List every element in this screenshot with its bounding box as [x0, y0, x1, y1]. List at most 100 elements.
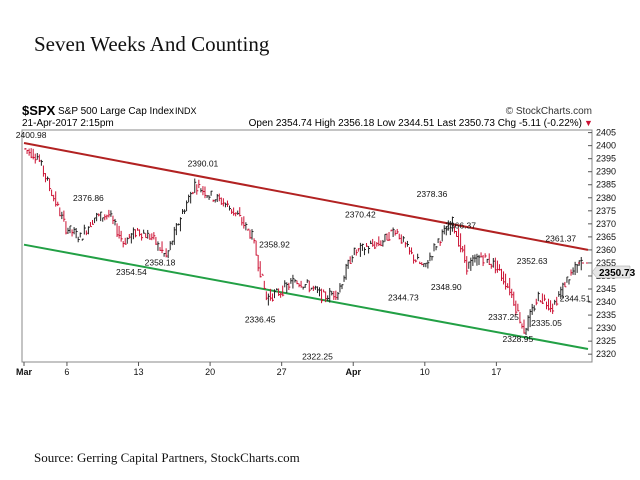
price-bar: [580, 256, 583, 271]
price-bar: [556, 296, 559, 306]
price-annotation: 2400.98: [16, 130, 47, 140]
stockcharts-brand: © StockCharts.com: [506, 106, 592, 117]
price-bar: [276, 288, 279, 291]
price-bar: [456, 230, 459, 238]
price-bar: [568, 279, 571, 285]
y-tick-label: 2360: [596, 245, 616, 255]
price-bar: [316, 286, 319, 294]
price-bar: [363, 247, 366, 256]
price-bar: [314, 285, 317, 290]
price-bar: [94, 217, 97, 224]
price-bar: [396, 228, 399, 235]
price-bar: [361, 243, 364, 251]
price-bar: [541, 293, 544, 304]
price-bar: [192, 191, 195, 195]
price-annotation: 2344.51: [560, 293, 591, 303]
price-annotation: 2344.73: [388, 293, 419, 303]
price-bar: [216, 193, 219, 202]
price-bar: [194, 178, 197, 193]
price-bar: [106, 214, 109, 220]
source-note: Source: Gerring Capital Partners, StockC…: [34, 450, 300, 465]
price-annotation: 2354.54: [116, 267, 147, 277]
y-tick-label: 2380: [596, 193, 616, 203]
price-bar: [351, 255, 354, 263]
price-bar: [79, 232, 82, 238]
price-bar: [269, 288, 272, 301]
price-bar: [386, 233, 389, 241]
y-tick-label: 2345: [596, 284, 616, 294]
price-bar: [339, 283, 342, 293]
price-bar: [171, 240, 174, 246]
price-bar: [304, 284, 307, 288]
price-bar: [408, 247, 411, 255]
price-bar: [550, 300, 553, 313]
price-bar: [202, 186, 205, 196]
y-tick-label: 2390: [596, 167, 616, 177]
price-bar: [468, 261, 471, 269]
price-bar: [208, 195, 211, 200]
price-bar: [496, 260, 499, 273]
price-bar: [102, 217, 105, 222]
price-bar: [53, 194, 56, 202]
price-bar: [564, 281, 567, 288]
price-bar: [26, 149, 29, 154]
price-bar: [325, 291, 328, 303]
price-bar: [267, 293, 270, 306]
price-bar: [220, 197, 223, 205]
price-bar: [562, 282, 565, 299]
price-bar: [259, 261, 262, 278]
price-annotation: 2378.36: [417, 189, 448, 199]
price-bar: [421, 262, 424, 266]
price-bar: [554, 299, 557, 305]
last-price-value: 2350.73: [599, 268, 636, 279]
price-bar: [507, 283, 510, 289]
y-tick-label: 2320: [596, 349, 616, 359]
chart-index-name: S&P 500 Large Cap Index: [58, 106, 174, 117]
price-bar: [462, 245, 465, 253]
price-bar: [464, 244, 467, 263]
price-bar: [511, 288, 514, 298]
price-bar: [163, 253, 166, 257]
price-bar: [265, 291, 268, 301]
price-annotation: 2335.05: [531, 318, 562, 328]
price-bar: [453, 226, 456, 234]
price-bar: [349, 256, 352, 264]
price-bar: [513, 291, 516, 306]
price-bar: [449, 221, 452, 236]
y-tick-label: 2355: [596, 258, 616, 268]
price-bar: [368, 245, 371, 254]
price-bar: [181, 209, 184, 214]
price-bar: [284, 280, 287, 288]
plot-area: [21, 129, 593, 363]
price-bar: [233, 207, 236, 216]
price-bar: [175, 223, 178, 236]
chart-symbol: $SPX: [22, 103, 56, 118]
price-bar: [98, 213, 101, 217]
price-bar: [149, 233, 152, 240]
price-bar: [34, 153, 37, 164]
price-bar: [321, 288, 324, 304]
x-tick-label: 6: [64, 367, 69, 377]
price-bar: [179, 217, 182, 232]
price-bar: [161, 241, 164, 254]
price-bar: [490, 263, 493, 269]
price-bar: [545, 301, 548, 310]
price-bar: [200, 188, 203, 193]
price-bar: [42, 165, 45, 177]
price-bar: [24, 147, 27, 150]
price-bar: [558, 291, 561, 297]
price-bar: [341, 284, 344, 290]
price-bar: [310, 287, 313, 290]
price-annotation: 2337.25: [488, 312, 519, 322]
price-bar: [190, 191, 193, 204]
price-annotation: 2361.37: [545, 233, 576, 243]
price-bar: [437, 238, 440, 244]
x-tick-label: Mar: [16, 367, 33, 377]
y-tick-label: 2400: [596, 141, 616, 151]
price-bar: [398, 233, 401, 240]
price-bar: [535, 298, 538, 306]
price-bar: [345, 263, 348, 280]
price-bar: [476, 253, 479, 266]
price-bar: [323, 289, 326, 293]
price-bar: [337, 291, 340, 300]
